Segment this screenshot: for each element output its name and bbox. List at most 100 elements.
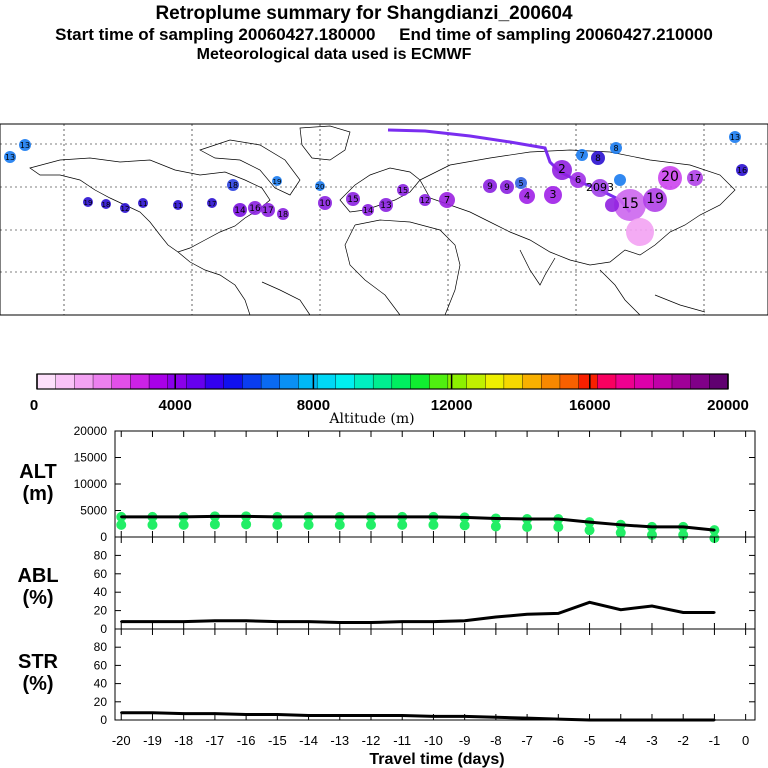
colorbar-cell: [36, 373, 57, 390]
plume-marker-label: 3: [550, 188, 557, 201]
y-tick-label: 20: [94, 695, 108, 709]
x-tick-label: -10: [424, 733, 443, 748]
series-line-alt: [121, 514, 715, 532]
series-point: [463, 516, 466, 519]
series-point: [401, 714, 404, 717]
altitude-scatter-point: [178, 519, 189, 530]
colorbar-cell: [578, 373, 598, 390]
plume-marker-label: 17: [262, 206, 273, 216]
colorbar-tick-label: 4000: [159, 397, 192, 414]
meteo-data-line: Meteorological data used is ECMWF: [196, 46, 472, 63]
colorbar-tick-label: 12000: [431, 397, 473, 414]
series-point: [619, 523, 622, 527]
x-tick-label: -15: [268, 733, 287, 748]
series-point: [151, 711, 154, 714]
plume-marker: [687, 170, 703, 186]
plume-marker-label: 14: [363, 206, 373, 215]
plume-marker-label: 15: [621, 196, 639, 212]
series-point: [557, 612, 560, 615]
colorbar-cell: [316, 373, 337, 390]
x-tick-label: -1: [709, 733, 721, 748]
plume-marker: [272, 176, 282, 186]
plume-marker: [233, 203, 247, 217]
series-point: [713, 718, 716, 722]
panel-str: 0 20 40 60 80 STR(%): [18, 628, 756, 727]
plume-marker-label: 19: [273, 178, 282, 186]
colorbar-cell: [260, 373, 281, 390]
plume-marker-label: 13: [380, 201, 391, 211]
series-point: [151, 620, 154, 623]
plume-marker: [261, 203, 275, 217]
plume-marker-label: 8: [613, 144, 618, 153]
panel-unit: (%): [22, 587, 53, 609]
plume-marker-label: 12: [420, 196, 430, 205]
colorbar-cell: [447, 373, 468, 390]
series-point: [213, 515, 217, 518]
series-point: [276, 713, 279, 716]
plume-marker: [544, 186, 562, 204]
plume-marker: [552, 160, 572, 180]
altitude-scatter-point: [428, 519, 439, 530]
colorbar-cell: [167, 373, 187, 390]
series-point: [588, 601, 591, 604]
x-tick-label: 0: [742, 733, 749, 748]
plume-marker: [736, 164, 748, 176]
plume-marker: [483, 179, 497, 193]
series-point: [182, 712, 185, 715]
plume-marker: [519, 188, 535, 204]
plume-marker-label: 12: [121, 205, 130, 213]
series-point: [338, 621, 341, 624]
colorbar-cell: [559, 373, 580, 390]
altitude-scatter-point: [209, 519, 220, 530]
colorbar-cell: [503, 373, 524, 390]
colorbar-cell: [671, 373, 692, 390]
plume-marker-label: 15: [398, 186, 408, 195]
series-point: [369, 515, 373, 519]
plume-marker: [729, 131, 741, 143]
altitude-scatter-point: [147, 519, 158, 530]
panel-alt: 0 5000 10000 15000 20000 ALT(m): [19, 424, 756, 544]
colorbar-title: Altitude (m): [328, 411, 414, 427]
series-point: [494, 517, 498, 520]
series-point: [650, 718, 654, 722]
altitude-scatter-point: [303, 519, 314, 530]
series-point: [338, 515, 341, 519]
series-point: [588, 718, 591, 722]
series-point: [151, 515, 154, 519]
colorbar-cell: [466, 373, 486, 390]
colorbar-cell: [690, 373, 710, 390]
series-point: [525, 716, 529, 720]
plume-marker-label: 16: [249, 204, 261, 214]
y-tick-label: 10000: [74, 477, 108, 491]
plume-marker-label: 19: [84, 199, 93, 207]
series-point: [681, 611, 685, 614]
series-point: [619, 718, 622, 722]
y-tick-label: 40: [94, 585, 108, 599]
plume-marker: [379, 198, 393, 212]
x-tick-label: -13: [330, 733, 349, 748]
panel-frame: [114, 536, 756, 630]
plume-marker: [658, 166, 682, 190]
plume-marker: [318, 196, 332, 210]
altitude-scatter-point: [334, 519, 345, 530]
plume-marker-label: 17: [208, 200, 217, 208]
x-tick-label: -6: [553, 733, 565, 748]
series-point: [213, 619, 217, 622]
altitude-scatter-point: [584, 525, 595, 536]
plume-marker-label: 13: [730, 133, 740, 142]
plume-marker: [83, 197, 93, 207]
x-tick-label: -17: [206, 733, 225, 748]
plume-marker: [4, 151, 16, 163]
colorbar-cell: [372, 373, 393, 390]
plume-marker: [227, 179, 239, 191]
series-point: [213, 712, 217, 715]
plume-marker-label: 8: [595, 154, 601, 164]
plume-marker-label: 9: [487, 182, 493, 192]
series-point: [681, 525, 685, 529]
series-point: [307, 714, 310, 717]
x-tick-label: -5: [584, 733, 596, 748]
series-point: [494, 615, 498, 619]
colorbar-cell: [634, 373, 654, 390]
plume-marker: [346, 192, 360, 206]
